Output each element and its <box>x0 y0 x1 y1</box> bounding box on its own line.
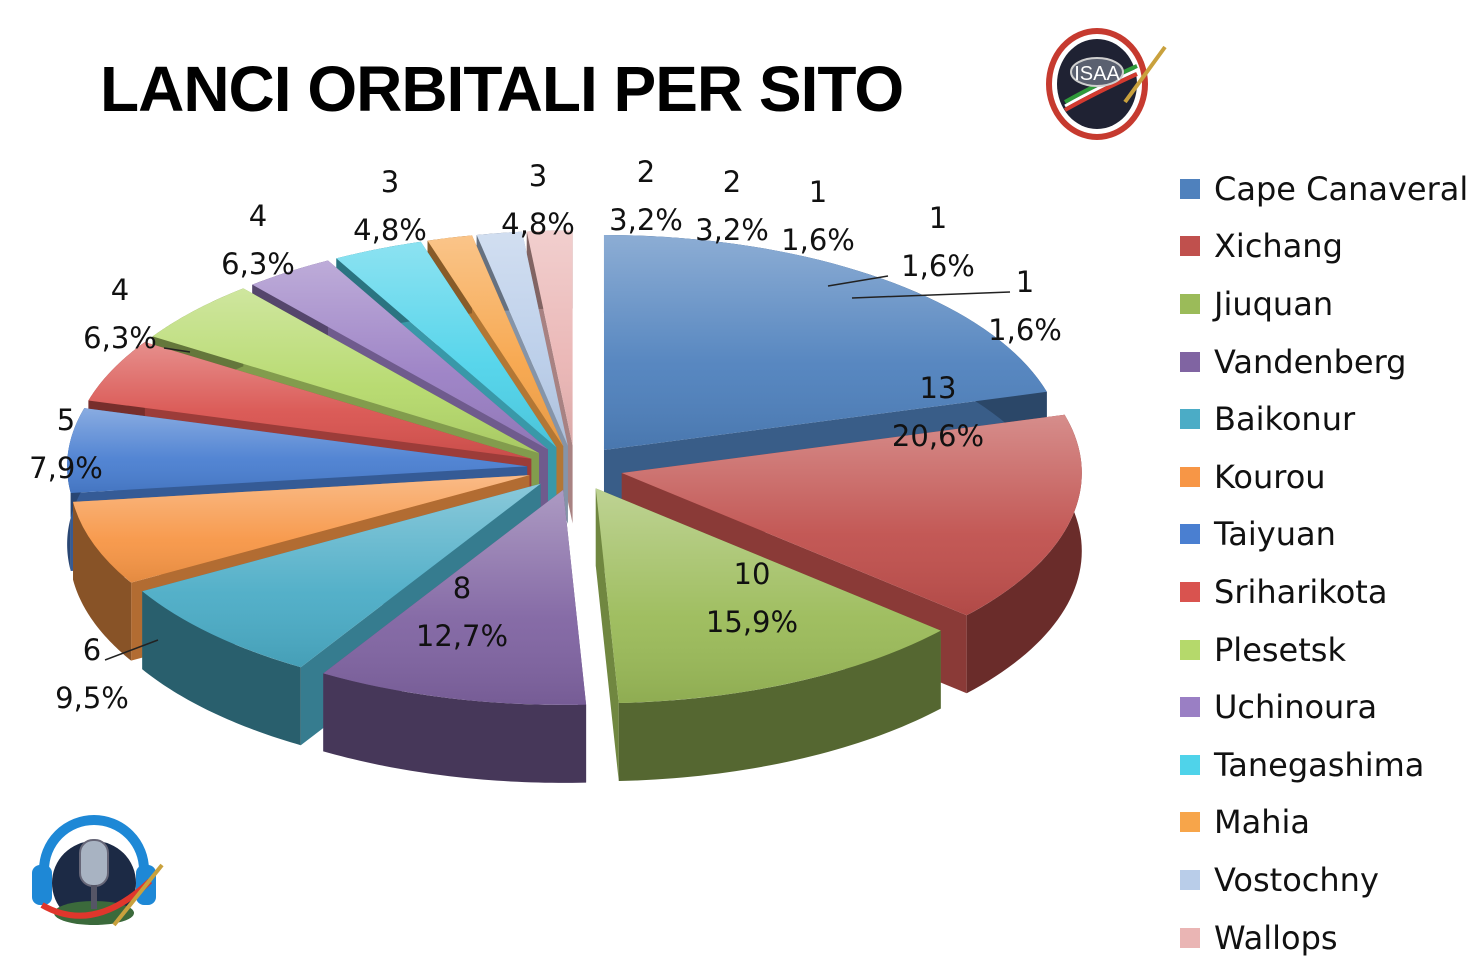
legend-label-cape-canaveral: Cape Canaveral <box>1214 169 1469 208</box>
legend-item-vostochny: Vostochny <box>1180 851 1468 909</box>
legend-label-kourou: Kourou <box>1214 457 1326 496</box>
percent-label-baikonur: 7,9% <box>29 451 103 485</box>
pie-slice-jiuquan <box>595 488 941 782</box>
legend-label-xichang: Xichang <box>1214 227 1343 266</box>
legend-item-kourou: Kourou <box>1180 448 1468 506</box>
legend-swatch-plesetsk <box>1180 639 1200 660</box>
legend-swatch-vandenberg <box>1180 351 1200 372</box>
percent-label-xichang: 15,9% <box>706 605 798 639</box>
percent-label-jiuquan: 12,7% <box>416 619 508 653</box>
value-label-sriharikota: 3 <box>381 165 399 199</box>
percent-label-uchinoura: 3,2% <box>609 203 683 237</box>
percent-label-mahia: 1,6% <box>781 223 855 257</box>
leader-line-vandenberg <box>104 639 159 661</box>
pie-slice-xichang <box>621 414 1082 694</box>
value-label-tanegashima: 2 <box>723 165 741 199</box>
value-label-kourou: 4 <box>111 273 129 307</box>
percent-label-plesetsk: 4,8% <box>501 207 575 241</box>
leader-line-wallops <box>851 291 1011 299</box>
legend-label-mahia: Mahia <box>1214 803 1310 842</box>
legend-swatch-baikonur <box>1180 409 1200 430</box>
value-label-wallops: 1 <box>1016 265 1034 299</box>
legend-item-vandenberg: Vandenberg <box>1180 333 1468 391</box>
value-label-uchinoura: 2 <box>637 155 655 189</box>
chart-title: LANCI ORBITALI PER SITO <box>100 53 904 125</box>
legend-item-mahia: Mahia <box>1180 794 1468 852</box>
value-label-xichang: 10 <box>734 557 771 591</box>
legend-swatch-cape-canaveral <box>1180 178 1200 199</box>
pie-slice-vandenberg <box>323 489 587 783</box>
value-label-plesetsk: 3 <box>529 159 547 193</box>
legend-swatch-sriharikota <box>1180 581 1200 602</box>
value-label-baikonur: 5 <box>57 403 75 437</box>
value-label-vandenberg: 6 <box>83 633 101 667</box>
percent-label-vostochny: 1,6% <box>901 249 975 283</box>
legend-label-tanegashima: Tanegashima <box>1214 745 1425 784</box>
leader-line-vostochny <box>827 275 889 287</box>
legend-item-wallops: Wallops <box>1180 909 1468 966</box>
legend-item-baikonur: Baikonur <box>1180 390 1468 448</box>
legend-label-wallops: Wallops <box>1214 918 1338 957</box>
percent-label-kourou: 6,3% <box>83 321 157 355</box>
legend-swatch-jiuquan <box>1180 293 1200 314</box>
legend-label-plesetsk: Plesetsk <box>1214 630 1346 669</box>
percent-label-cape-canaveral: 20,6% <box>892 419 984 453</box>
legend-swatch-taiyuan <box>1180 524 1200 545</box>
legend-swatch-mahia <box>1180 812 1200 833</box>
leader-line-kourou <box>163 347 191 353</box>
percent-label-tanegashima: 3,2% <box>695 213 769 247</box>
value-label-taiyuan: 4 <box>249 199 267 233</box>
legend-item-tanegashima: Tanegashima <box>1180 736 1468 794</box>
percent-label-sriharikota: 4,8% <box>353 213 427 247</box>
legend-label-jiuquan: Jiuquan <box>1214 284 1334 323</box>
value-label-vostochny: 1 <box>929 201 947 235</box>
legend-label-vostochny: Vostochny <box>1214 860 1379 899</box>
legend-swatch-uchinoura <box>1180 697 1200 718</box>
legend-item-cape-canaveral: Cape Canaveral <box>1180 160 1468 218</box>
isaa-logo: ISAA <box>1046 28 1167 140</box>
isaa-logo-text: ISAA <box>1074 63 1120 85</box>
legend-label-sriharikota: Sriharikota <box>1214 572 1388 611</box>
legend-item-uchinoura: Uchinoura <box>1180 678 1468 736</box>
legend-item-sriharikota: Sriharikota <box>1180 563 1468 621</box>
legend-swatch-xichang <box>1180 236 1200 257</box>
value-label-cape-canaveral: 13 <box>920 371 957 405</box>
legend-item-jiuquan: Jiuquan <box>1180 275 1468 333</box>
legend-item-plesetsk: Plesetsk <box>1180 621 1468 679</box>
value-label-mahia: 1 <box>809 175 827 209</box>
legend-label-uchinoura: Uchinoura <box>1214 688 1378 727</box>
podcast-logo <box>32 815 164 927</box>
legend-item-xichang: Xichang <box>1180 218 1468 276</box>
legend-label-vandenberg: Vandenberg <box>1214 342 1407 381</box>
percent-label-wallops: 1,6% <box>988 313 1062 347</box>
legend-swatch-vostochny <box>1180 869 1200 890</box>
legend-swatch-kourou <box>1180 466 1200 487</box>
percent-label-taiyuan: 6,3% <box>221 247 295 281</box>
legend-label-baikonur: Baikonur <box>1214 400 1356 439</box>
legend-item-taiyuan: Taiyuan <box>1180 506 1468 564</box>
legend-label-taiyuan: Taiyuan <box>1214 515 1336 554</box>
legend-swatch-wallops <box>1180 927 1200 948</box>
value-label-jiuquan: 8 <box>453 571 471 605</box>
legend: Cape Canaveral Xichang Jiuquan Vandenberg Ba… <box>1180 160 1468 966</box>
percent-label-vandenberg: 9,5% <box>55 681 129 715</box>
legend-swatch-tanegashima <box>1180 754 1200 775</box>
